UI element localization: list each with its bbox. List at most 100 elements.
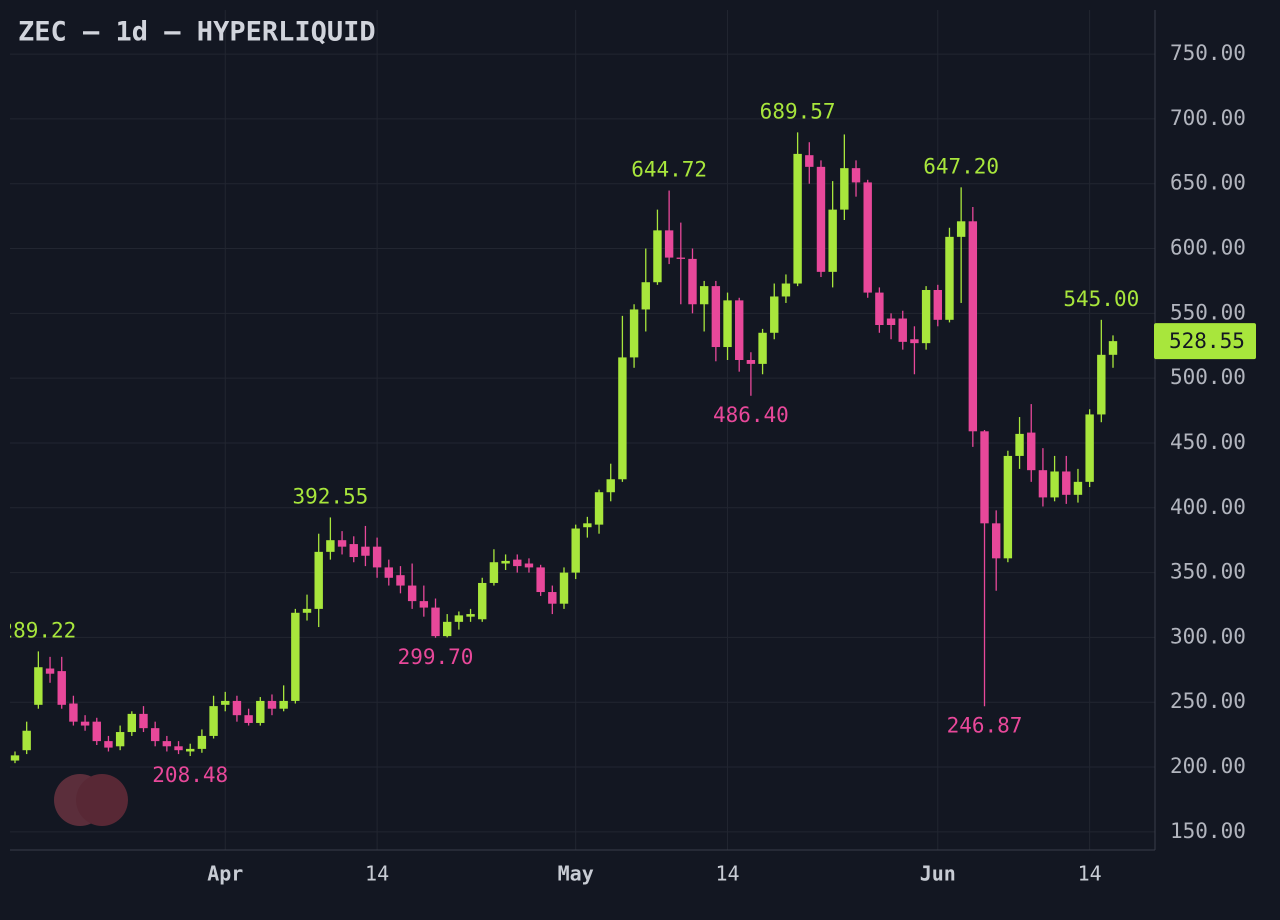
- candle-body: [454, 615, 464, 622]
- candle-body: [653, 230, 662, 283]
- y-tick-label: 150.00: [1170, 819, 1246, 843]
- candle-body: [349, 544, 358, 558]
- candle-body: [956, 221, 966, 237]
- x-tick-label: 14: [365, 862, 389, 886]
- candle-body: [267, 700, 277, 709]
- candle-body: [524, 563, 534, 568]
- y-tick-label: 450.00: [1170, 430, 1246, 454]
- candle-body: [478, 582, 487, 620]
- candle-body: [1003, 455, 1013, 559]
- extreme-label: 208.48: [152, 763, 228, 787]
- extreme-label: 689.57: [760, 99, 836, 123]
- candle-body: [1015, 433, 1024, 456]
- candle-body: [688, 258, 697, 305]
- extreme-label: 246.87: [947, 713, 1023, 737]
- candle-body: [419, 601, 429, 608]
- candle-body: [174, 746, 183, 751]
- extreme-label: 289.22: [0, 618, 76, 642]
- candle-body: [933, 290, 942, 320]
- y-tick-label: 700.00: [1170, 106, 1246, 130]
- candle-body: [127, 713, 137, 733]
- grid: [10, 10, 1155, 850]
- candle-body: [232, 700, 242, 716]
- candle-body: [583, 523, 592, 528]
- candle-body: [244, 715, 253, 723]
- candle-body: [10, 755, 20, 761]
- candle-body: [513, 559, 522, 567]
- y-tick-label: 350.00: [1170, 560, 1246, 584]
- candle-body: [886, 318, 896, 325]
- candle-body: [1097, 354, 1106, 415]
- candle-body: [711, 286, 721, 348]
- candle-body: [80, 721, 90, 726]
- candle-body: [372, 546, 382, 568]
- candle-body: [618, 357, 627, 480]
- candle-body: [302, 608, 312, 613]
- candles: 289.22 208.48 392.55 299.70 644.72 486.40 689.…: [0, 99, 1139, 787]
- candle-body: [676, 257, 686, 259]
- candle-body: [664, 230, 674, 258]
- x-tick-label: Apr: [207, 862, 243, 886]
- extreme-label: 545.00: [1063, 287, 1139, 311]
- candle-body: [396, 575, 405, 586]
- y-tick-label: 650.00: [1170, 171, 1246, 195]
- candle-body: [559, 572, 569, 604]
- candle-body: [104, 741, 113, 748]
- candle-body: [746, 360, 756, 364]
- candle-body: [793, 153, 802, 284]
- extreme-label: 392.55: [292, 484, 368, 508]
- candle-body: [991, 523, 1001, 559]
- candle-body: [92, 721, 101, 742]
- candle-body: [781, 283, 791, 297]
- last-price-badge: [1154, 323, 1256, 360]
- candle-body: [816, 166, 826, 272]
- y-tick-label: 400.00: [1170, 495, 1246, 519]
- candle-body: [863, 182, 872, 293]
- candle-body: [431, 607, 440, 637]
- candle-body: [57, 671, 66, 705]
- candle-body: [45, 668, 55, 674]
- watermark: [54, 774, 128, 826]
- candle-body: [221, 700, 230, 705]
- candle-body: [186, 748, 195, 752]
- extreme-label: 299.70: [398, 645, 474, 669]
- candle-body: [407, 585, 417, 602]
- candle-body: [361, 546, 370, 556]
- candle-body: [1108, 341, 1118, 355]
- candle-body: [735, 300, 744, 360]
- candle-body: [851, 168, 861, 183]
- candle-body: [337, 540, 347, 547]
- candle-body: [1062, 471, 1071, 495]
- candle-body: [384, 567, 393, 578]
- last-price-label: 528.55: [1169, 329, 1245, 353]
- candle-body: [840, 168, 849, 210]
- candle-body: [466, 614, 475, 617]
- candle-body: [291, 612, 300, 701]
- axis-labels: 150.00 200.00 250.00 300.00 350.00 400.00 450.…: [207, 41, 1256, 886]
- watermark-shape: [54, 774, 106, 826]
- y-tick-label: 550.00: [1170, 300, 1246, 324]
- y-tick-label: 200.00: [1170, 754, 1246, 778]
- candle-body: [34, 667, 43, 705]
- candle-body: [115, 732, 125, 747]
- candle-body: [770, 296, 779, 333]
- candle-body: [828, 209, 837, 272]
- candle-body: [256, 700, 265, 723]
- candle-body: [629, 309, 639, 358]
- candle-body: [150, 728, 160, 742]
- candle-body: [489, 562, 499, 583]
- candle-body: [921, 290, 931, 344]
- candle-body: [209, 706, 218, 736]
- x-tick-label: May: [558, 862, 594, 886]
- candle-body: [945, 236, 954, 320]
- candle-body: [910, 339, 919, 344]
- candle-body: [875, 292, 884, 325]
- candle-body: [22, 730, 31, 751]
- candle-body: [1050, 471, 1059, 498]
- candle-body: [139, 713, 148, 729]
- x-tick-label: 14: [1078, 862, 1102, 886]
- y-tick-label: 500.00: [1170, 365, 1246, 389]
- candle-body: [968, 221, 978, 432]
